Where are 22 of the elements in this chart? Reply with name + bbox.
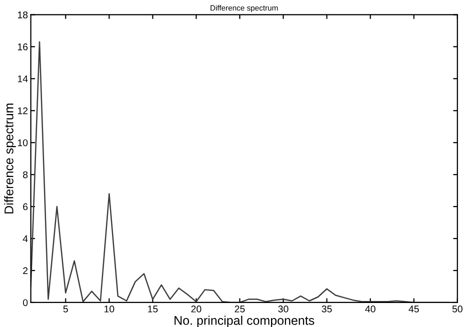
x-tick-label: 15	[148, 306, 158, 312]
x-tick-label: 45	[408, 306, 419, 312]
x-tick-label: 25	[234, 306, 245, 312]
y-tick-label: 0	[23, 299, 28, 306]
y-tick-label: 8	[23, 171, 28, 178]
x-tick-label: 10	[104, 306, 114, 312]
y-tick-label: 12	[18, 107, 28, 114]
x-tick-label: 5	[63, 306, 68, 312]
x-tick-label: 20	[191, 306, 202, 312]
y-tick-label: 14	[18, 75, 28, 82]
x-tick-label: 35	[322, 306, 332, 312]
y-tick-label: 10	[18, 139, 28, 146]
x-tick-label: 30	[278, 306, 288, 312]
x-tick-label: 50	[452, 306, 462, 312]
y-tick-label: 6	[23, 203, 28, 210]
y-tick-label: 4	[22, 235, 28, 242]
y-tick-label: 2	[23, 267, 28, 274]
x-axis-title: No. principal components	[174, 316, 314, 327]
y-axis-title: Difference spectrum	[4, 104, 16, 214]
y-tick-label: 18	[18, 11, 28, 18]
y-tick-label: 16	[18, 43, 28, 50]
x-tick-label: 40	[365, 306, 376, 312]
